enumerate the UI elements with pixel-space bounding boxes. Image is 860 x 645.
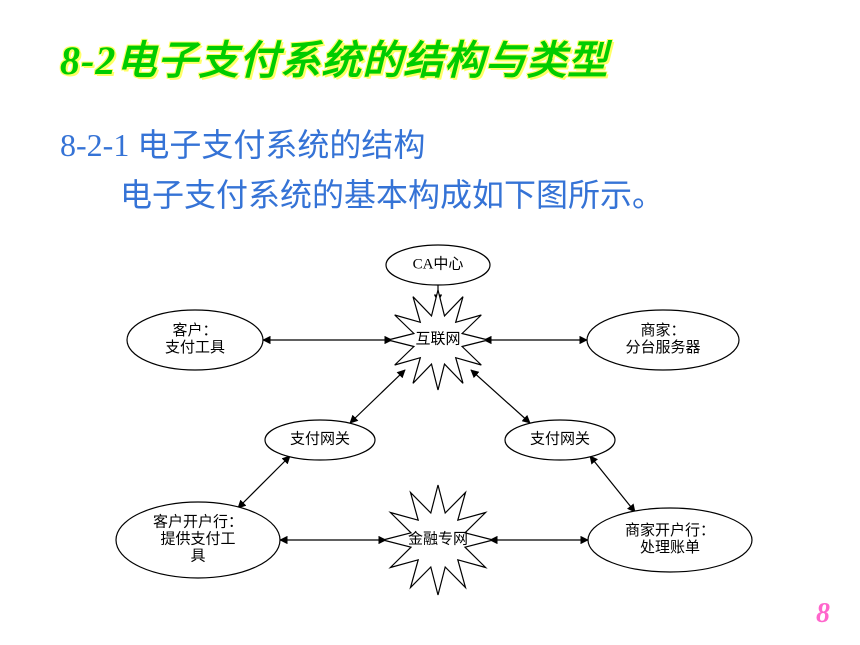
node-finnet: 金融专网 [383,485,493,595]
svg-text:商家：: 商家： [640,322,685,339]
svg-text:支付网关: 支付网关 [290,430,350,447]
svg-text:互联网: 互联网 [415,330,460,347]
title-number: 8-2 [60,38,116,83]
svg-text:CA中心: CA中心 [413,255,464,272]
svg-text:支付工具: 支付工具 [165,339,225,356]
title-text: 电子支付系统的结构与类型 [116,38,608,83]
node-merchbank: 商家开户行：处理账单 [588,508,752,572]
page-number: 8 [816,598,830,630]
subtitle: 8-2-1 电子支付系统的结构 [60,120,425,166]
svg-text:处理账单: 处理账单 [640,539,700,556]
svg-text:金融专网: 金融专网 [408,530,468,547]
svg-text:具: 具 [190,548,205,564]
svg-text:客户：: 客户： [172,322,217,339]
svg-text:商家开户行：: 商家开户行： [625,522,715,539]
node-merchant: 商家：分台服务器 [587,310,739,370]
node-gw2: 支付网关 [505,420,615,460]
node-ca: CA中心 [386,245,490,285]
node-customer: 客户：支付工具 [127,310,263,370]
node-internet: 互联网 [388,290,488,390]
edge-gw1-custbank [238,456,290,508]
edge-internet-gw2 [471,370,530,423]
svg-text:支付网关: 支付网关 [530,430,590,447]
edge-internet-gw1 [350,370,405,423]
edge-gw2-merchbank [590,456,635,512]
svg-text:提供支付工: 提供支付工 [160,530,235,547]
svg-text:分台服务器: 分台服务器 [625,339,700,356]
svg-text:客户开户行：: 客户开户行： [153,513,243,530]
slide-title: 8-2电子支付系统的结构与类型 [60,28,608,86]
node-custbank: 客户开户行：提供支付工具 [116,502,280,578]
payment-system-diagram: CA中心客户：支付工具 互联网 商家：分台服务器支付网关 支付网关客户开户行：提供支付… [80,230,780,610]
description: 电子支付系统的基本构成如下图所示。 [120,170,664,216]
node-gw1: 支付网关 [265,420,375,460]
